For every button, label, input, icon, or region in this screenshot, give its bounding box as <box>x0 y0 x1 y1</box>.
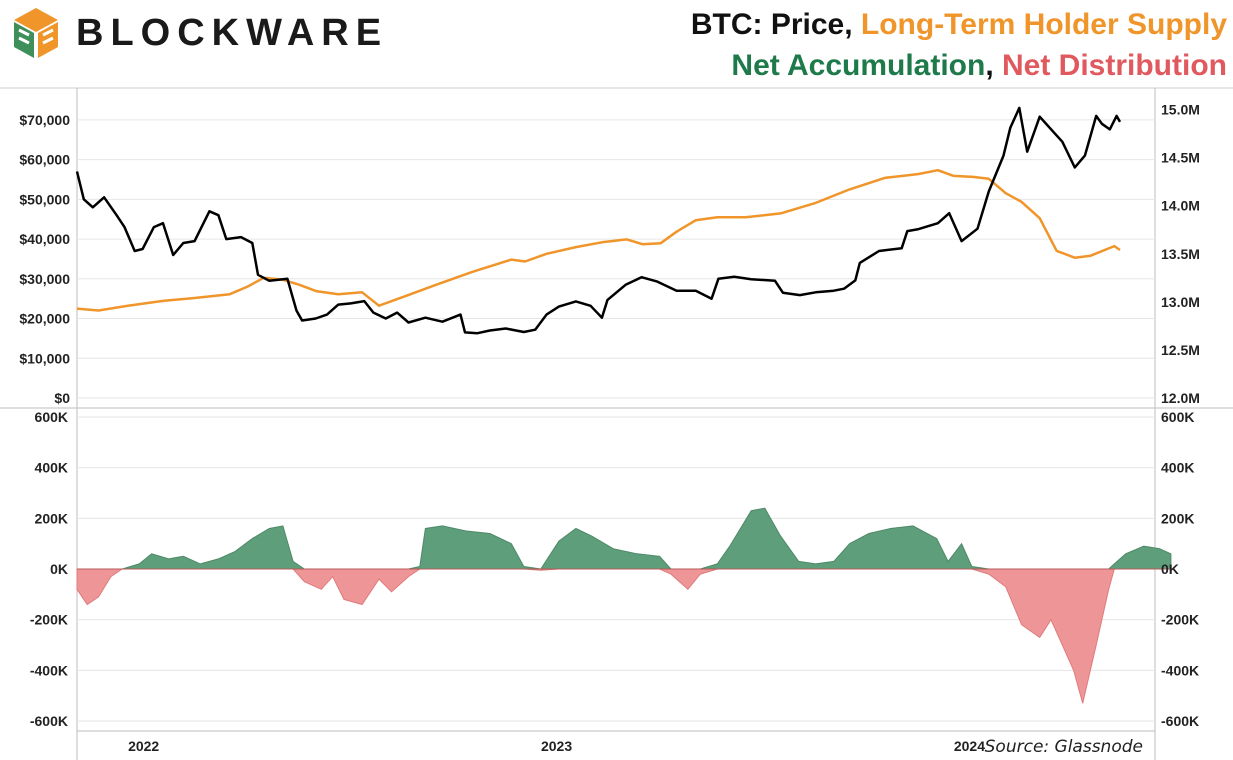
flow-right-tick-label: -200K <box>1161 612 1199 628</box>
right-y-tick-label: 15.0M <box>1161 102 1200 118</box>
flow-right-tick-label: -400K <box>1161 662 1199 678</box>
title-net-distribution: Net Distribution <box>1002 49 1227 82</box>
flow-right-tick-label: 600K <box>1161 409 1194 425</box>
flow-left-tick-label: -600K <box>30 713 68 729</box>
right-y-tick-label: 12.5M <box>1161 342 1200 358</box>
left-y-tick-label: $0 <box>54 390 70 406</box>
flow-left-tick-label: -200K <box>30 612 68 628</box>
x-tick-label: 2022 <box>128 738 159 754</box>
x-tick-label: 2024 <box>954 738 985 754</box>
blockware-logo: BLOCKWARE <box>8 6 408 62</box>
left-y-tick-label: $50,000 <box>19 191 70 207</box>
price-panel-lines <box>75 106 1122 335</box>
flow-left-tick-label: 600K <box>35 409 68 425</box>
net-flow-area <box>76 507 1172 704</box>
title-line-1: BTC: Price, Long-Term Holder Supply <box>691 4 1227 45</box>
left-y-tick-label: $40,000 <box>19 231 70 247</box>
title-separator: , <box>985 49 1002 82</box>
net-accumulation-area <box>77 507 1172 570</box>
flow-left-tick-label: -400K <box>30 662 68 678</box>
title-line-2: Net Accumulation, Net Distribution <box>691 45 1227 86</box>
right-y-tick-label: 14.5M <box>1161 150 1200 166</box>
chart-title: BTC: Price, Long-Term Holder Supply Net … <box>691 4 1227 86</box>
right-y-tick-label: 13.0M <box>1161 294 1200 310</box>
title-lth-supply: Long-Term Holder Supply <box>860 8 1227 41</box>
flow-left-tick-label: 0K <box>50 561 68 577</box>
right-y-tick-label: 14.0M <box>1161 198 1200 214</box>
axis-ticks: $0 $10,000 $20,000 $30,000 $40,000 $50,000 $60… <box>19 102 1200 754</box>
right-y-tick-label: 12.0M <box>1161 390 1200 406</box>
title-separator: , <box>844 8 861 41</box>
left-y-tick-label: $70,000 <box>19 112 70 128</box>
flow-right-tick-label: 200K <box>1161 510 1194 526</box>
blockware-logo-icon <box>14 8 58 58</box>
left-y-tick-label: $10,000 <box>19 350 70 366</box>
flow-right-tick-label: -600K <box>1161 713 1199 729</box>
price-panel-grid <box>77 119 1155 399</box>
flow-right-tick-label: 0K <box>1161 561 1179 577</box>
net-distribution-area <box>76 568 1171 704</box>
left-y-tick-label: $20,000 <box>19 311 70 327</box>
flow-left-tick-label: 200K <box>35 510 68 526</box>
title-net-accumulation: Net Accumulation <box>731 49 986 82</box>
flow-right-tick-label: 400K <box>1161 460 1194 476</box>
title-price: BTC: Price <box>690 8 845 41</box>
flow-left-tick-label: 400K <box>35 460 68 476</box>
brand-name: BLOCKWARE <box>76 12 389 54</box>
left-y-tick-label: $60,000 <box>19 152 70 168</box>
left-y-tick-label: $30,000 <box>19 271 70 287</box>
right-y-tick-label: 13.5M <box>1161 246 1200 262</box>
x-tick-label: 2023 <box>541 738 572 754</box>
price-line <box>75 106 1122 335</box>
source-label: Source: Glassnode <box>985 737 1143 757</box>
